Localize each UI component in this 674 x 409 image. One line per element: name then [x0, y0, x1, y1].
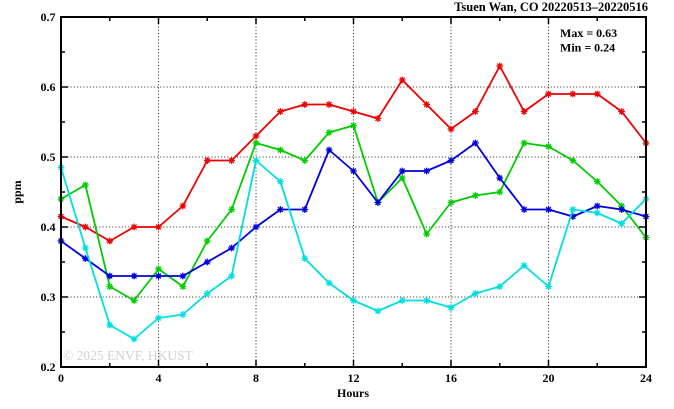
chart-title: Tsuen Wan, CO 20220513–20220516 [454, 0, 648, 14]
max-annotation: Max = 0.63 [560, 26, 617, 40]
y-tick-label: 0.7 [41, 10, 56, 24]
y-axis-label: ppm [10, 180, 24, 203]
series-red-line [60, 65, 647, 242]
plot-border [60, 16, 647, 368]
gridlines [61, 17, 646, 367]
watermark: © 2025 ENVF, HKUST [63, 348, 194, 363]
y-tick-label: 0.3 [41, 290, 56, 304]
tick-labels: 0.2 0.3 0.4 0.5 0.6 0.7 0 4 8 12 16 20 24 [41, 10, 653, 385]
x-tick-label: 8 [253, 371, 259, 385]
x-tick-label: 4 [156, 371, 162, 385]
x-tick-label: 0 [58, 371, 64, 385]
y-tick-label: 0.4 [41, 220, 56, 234]
x-axis-label: Hours [337, 386, 369, 400]
data-series [57, 62, 650, 343]
y-tick-label: 0.2 [41, 360, 56, 374]
x-tick-label: 24 [640, 371, 652, 385]
y-tick-label: 0.6 [41, 80, 56, 94]
axis-ticks [60, 16, 647, 368]
axes-frame [60, 16, 647, 368]
x-tick-label: 16 [445, 371, 457, 385]
x-tick-label: 20 [543, 371, 555, 385]
y-tick-label: 0.5 [41, 150, 56, 164]
x-tick-label: 12 [348, 371, 360, 385]
min-annotation: Min = 0.24 [560, 41, 615, 55]
